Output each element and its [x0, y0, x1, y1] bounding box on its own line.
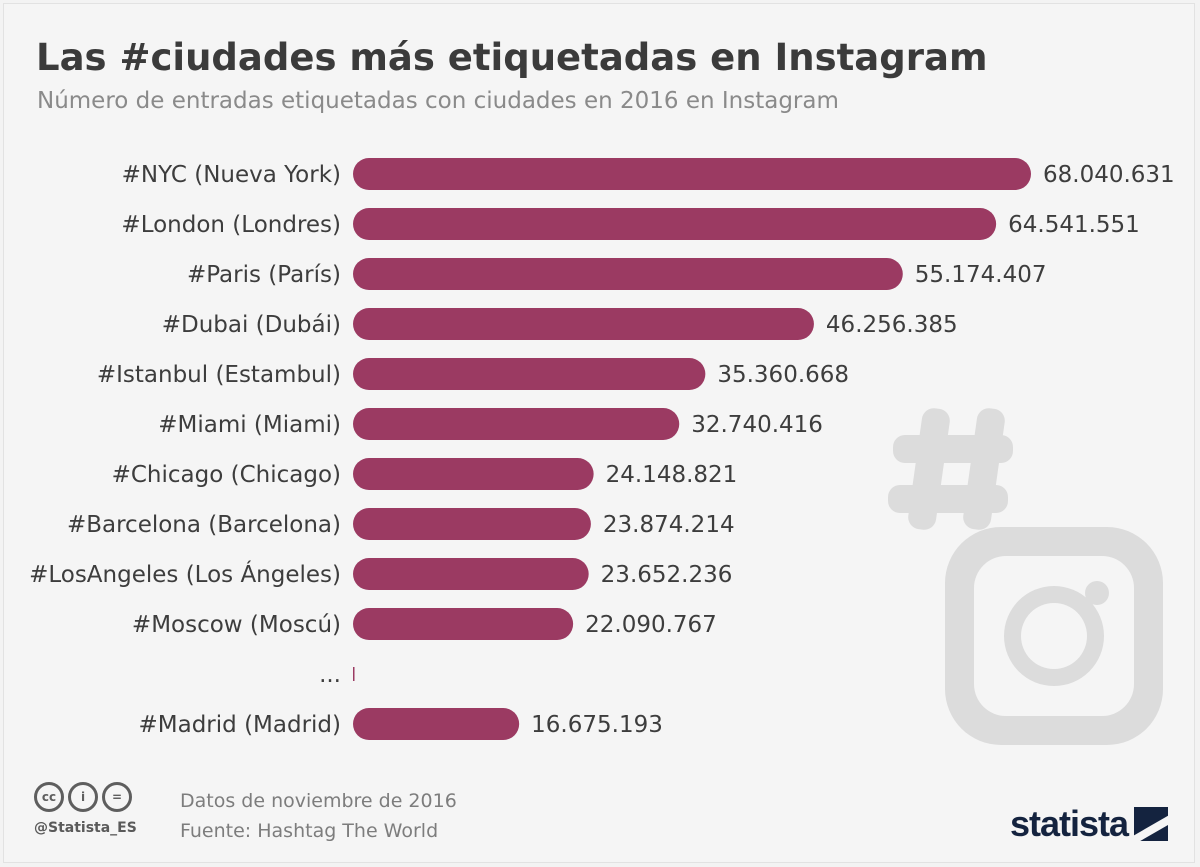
statista-logo: statista [1010, 803, 1168, 845]
value-label: 23.652.236 [601, 562, 733, 588]
bar [353, 558, 589, 590]
bar [353, 208, 997, 240]
cc-icon: cc [34, 782, 64, 812]
chart-subtitle: Número de entradas etiquetadas con ciuda… [37, 88, 839, 114]
value-label: 68.040.631 [1043, 162, 1175, 188]
cc-license-icons: cc i = [34, 782, 137, 812]
value-label: 23.874.214 [603, 512, 735, 538]
data-date-note: Datos de noviembre de 2016 [180, 790, 457, 812]
bar [353, 308, 814, 340]
bar [353, 408, 680, 440]
value-label: 22.090.767 [585, 612, 717, 638]
license-block: cc i = @Statista_ES [34, 782, 137, 836]
source-note: Fuente: Hashtag The World [180, 820, 439, 842]
value-label: 46.256.385 [826, 312, 958, 338]
bar [353, 458, 594, 490]
value-label: 55.174.407 [915, 262, 1047, 288]
bar [353, 258, 903, 290]
category-label: ... [319, 662, 341, 688]
category-label: #Miami (Miami) [158, 412, 341, 438]
statista-handle: @Statista_ES [34, 820, 137, 836]
value-label: 16.675.193 [531, 712, 663, 738]
bar [353, 158, 1031, 190]
statista-mark-icon [1134, 807, 1168, 841]
bar-placeholder [353, 667, 355, 681]
nd-icon: = [102, 782, 132, 812]
bar [353, 508, 591, 540]
category-label: #Barcelona (Barcelona) [67, 512, 341, 538]
bar [353, 708, 520, 740]
chart-title: Las #ciudades más etiquetadas en Instagr… [36, 36, 988, 79]
bar [353, 608, 574, 640]
value-label: 24.148.821 [606, 462, 738, 488]
value-label: 64.541.551 [1008, 212, 1140, 238]
category-label: #LosAngeles (Los Ángeles) [29, 560, 341, 588]
category-label: #Istanbul (Estambul) [97, 362, 341, 388]
category-label: #Madrid (Madrid) [139, 712, 342, 738]
category-label: #Paris (París) [187, 262, 341, 288]
footer-notes: Datos de noviembre de 2016 Fuente: Hasht… [180, 786, 457, 846]
value-label: 32.740.416 [691, 412, 823, 438]
value-label: 35.360.668 [717, 362, 849, 388]
bar [353, 358, 706, 390]
brand-name: statista [1009, 803, 1129, 844]
category-label: #London (Londres) [121, 212, 341, 238]
category-label: #NYC (Nueva York) [122, 162, 341, 188]
by-icon: i [68, 782, 98, 812]
category-label: #Moscow (Moscú) [132, 612, 341, 638]
category-label: #Dubai (Dubái) [162, 312, 341, 338]
category-label: #Chicago (Chicago) [112, 462, 341, 488]
